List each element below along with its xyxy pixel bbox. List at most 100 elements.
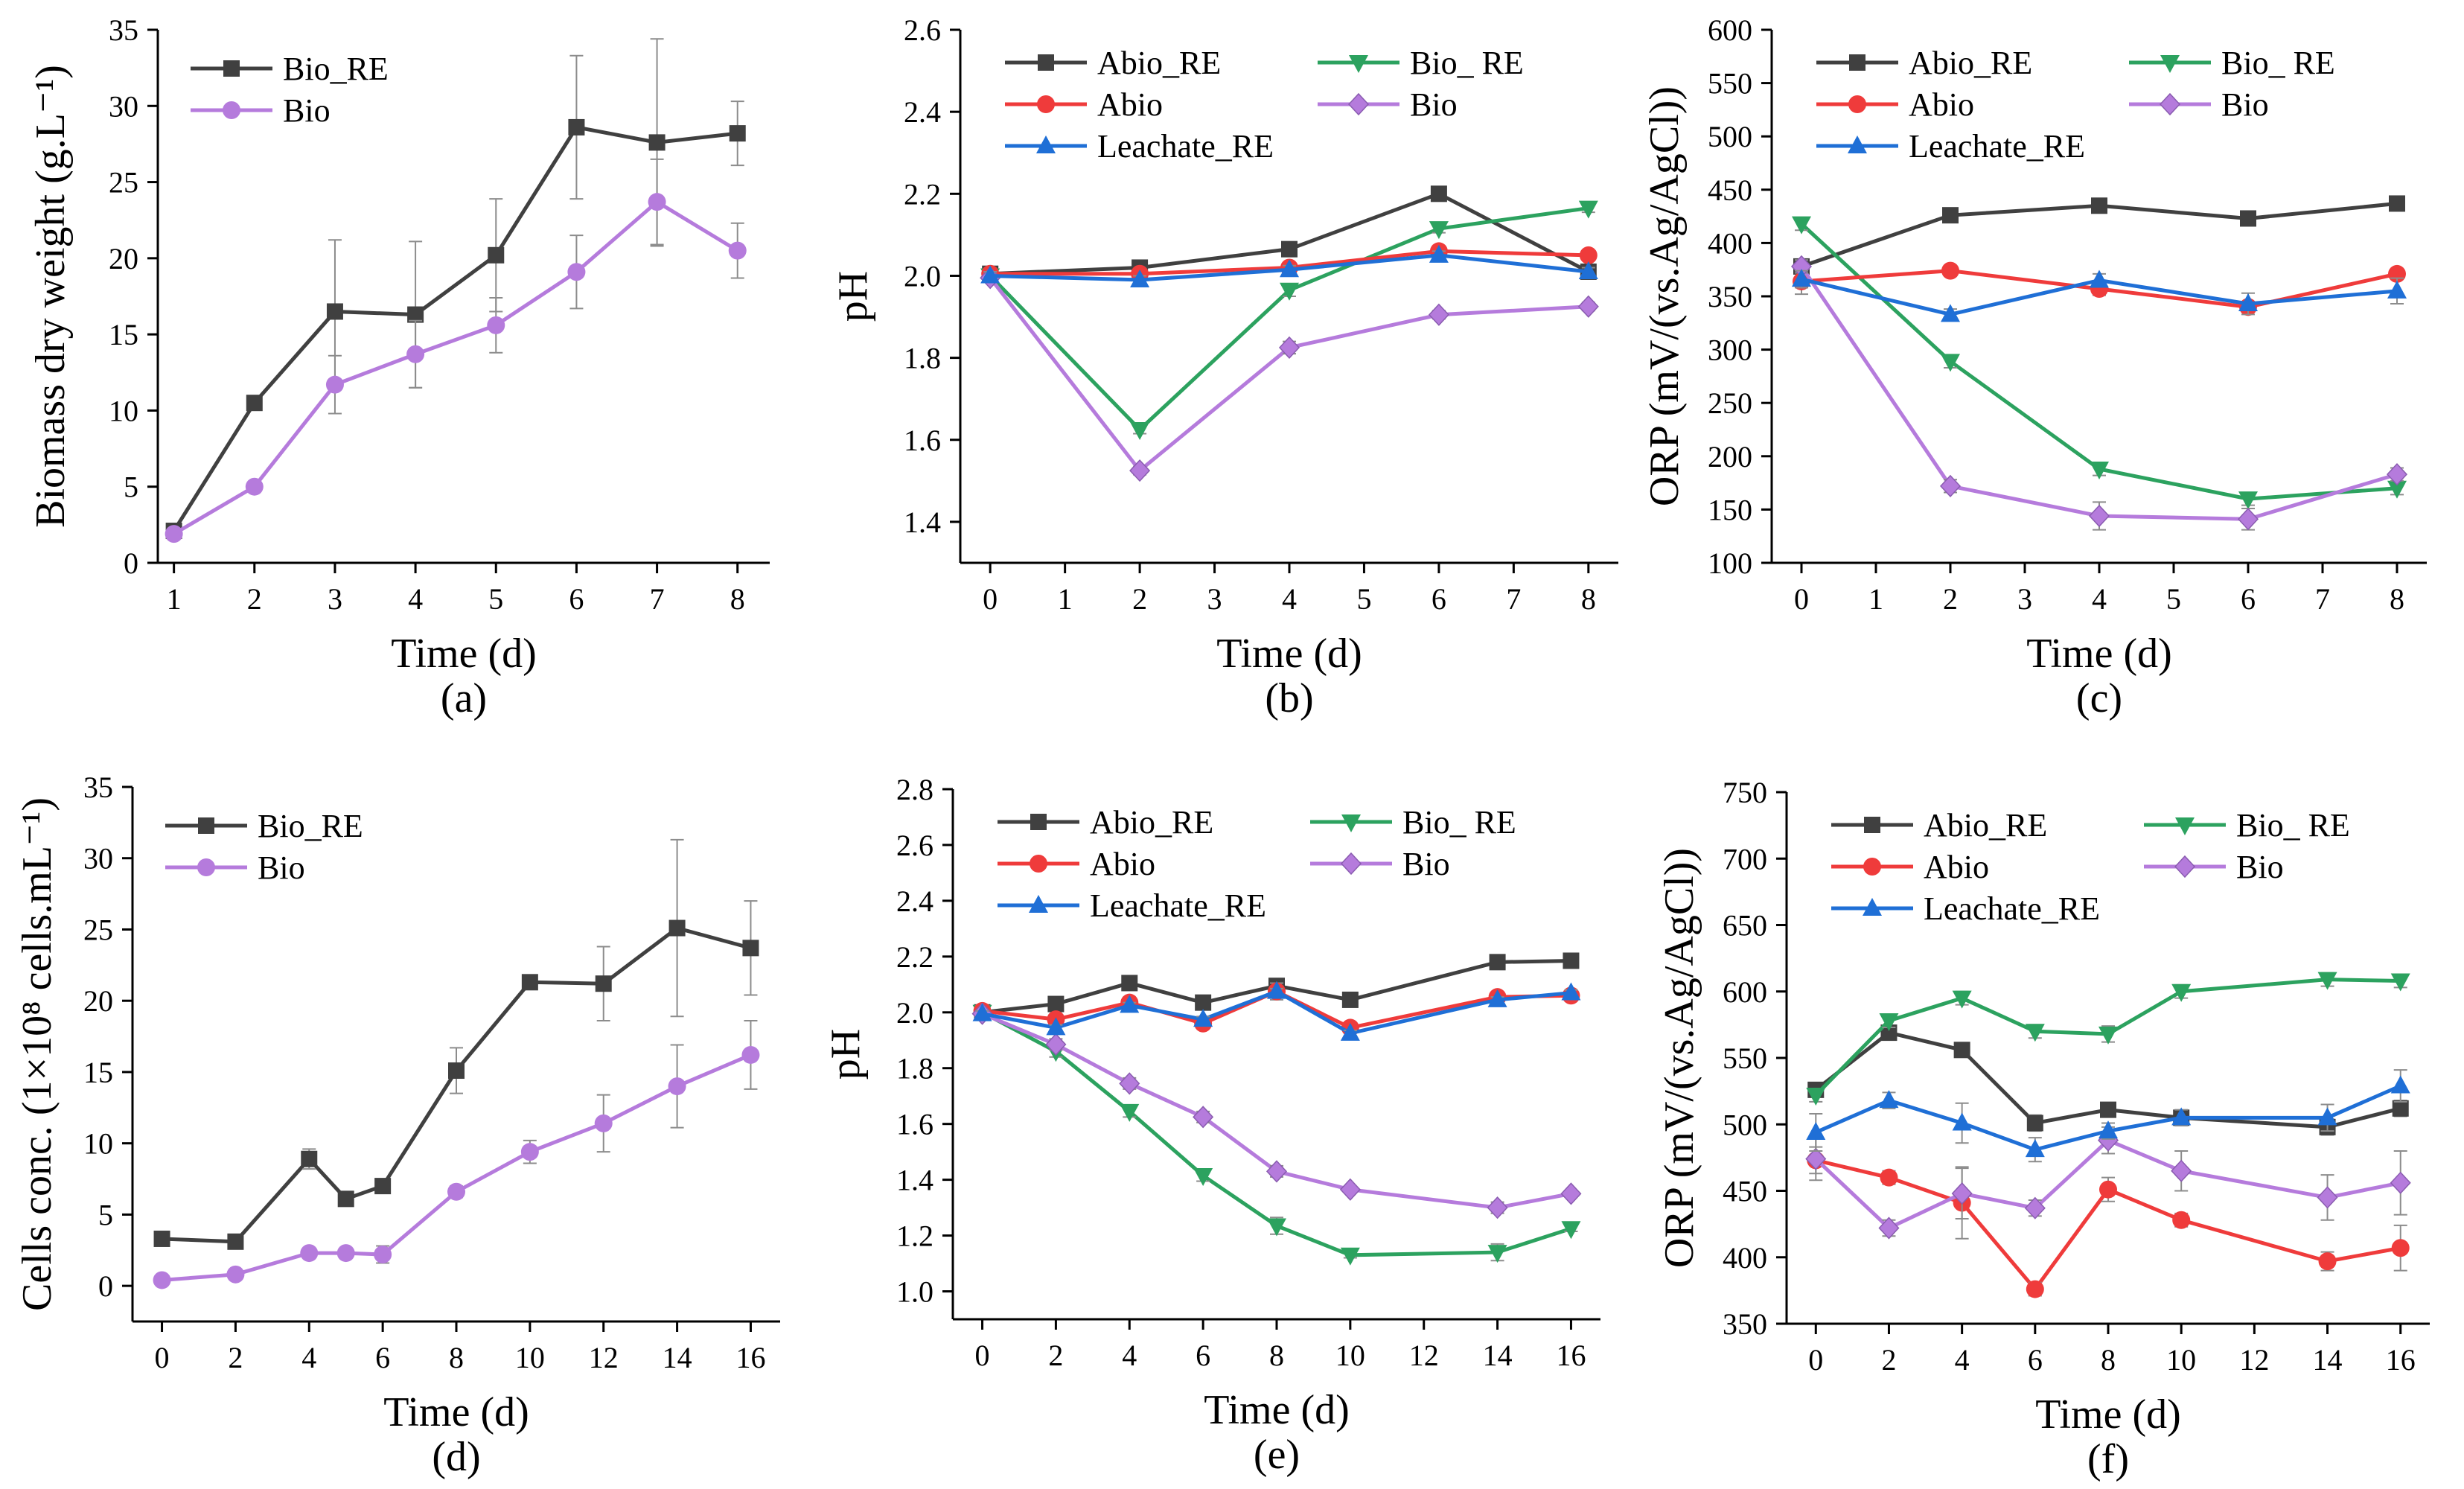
data-point-bio-re xyxy=(488,246,505,264)
x-tick-label: 3 xyxy=(1207,582,1222,616)
y-axis-title: Cells conc. (1×10⁸ cells.mL⁻¹) xyxy=(14,797,60,1311)
legend-entry: Bio_ RE xyxy=(2221,45,2335,81)
data-point-abio-re xyxy=(2240,210,2256,227)
y-tick-label: 35 xyxy=(109,13,138,47)
series-bio xyxy=(153,1020,760,1289)
x-tick-label: 0 xyxy=(1808,1343,1823,1377)
y-tick-label: 150 xyxy=(1708,493,1752,526)
data-point-bio-re xyxy=(2317,972,2337,990)
panel-label: (d) xyxy=(432,1434,480,1480)
data-point-abio-re xyxy=(1121,975,1138,992)
x-tick-label: 4 xyxy=(1955,1343,1970,1377)
legend-marker xyxy=(2160,55,2180,73)
data-point-bio xyxy=(2237,508,2259,531)
data-point-leachate-re xyxy=(2317,1107,2337,1126)
legend-marker xyxy=(1864,817,1880,833)
x-axis-title: Time (d) xyxy=(1216,631,1362,677)
series-line-bio xyxy=(162,1053,752,1282)
y-tick-label: 1.4 xyxy=(904,506,941,539)
x-tick-label: 14 xyxy=(2313,1343,2343,1377)
series-bio-re xyxy=(1792,216,2407,510)
y-tick-label: 20 xyxy=(109,242,138,275)
data-point-abio xyxy=(1579,246,1598,264)
series-bio xyxy=(971,1002,1582,1219)
x-tick-label: 14 xyxy=(663,1341,692,1374)
y-tick-label: 2.2 xyxy=(904,177,941,211)
data-point-bio xyxy=(2317,1186,2338,1209)
panel-b: 0 1 2 3 4 5 6 7 8 1.4 1.6 1.8 2.0 2.2 2.4 2.6 Time (d)(b… xyxy=(830,13,1618,721)
y-tick-label: 2.2 xyxy=(896,940,933,974)
series-line-leachate-re xyxy=(1815,1084,2401,1152)
legend-entry: Abio xyxy=(1090,846,1155,882)
legend-marker xyxy=(1848,95,1866,113)
x-tick-label: 0 xyxy=(975,1339,990,1372)
legend-marker xyxy=(2174,855,2196,879)
data-point-abio-re xyxy=(1341,991,1359,1008)
data-point-leachate-re xyxy=(2171,1107,2192,1126)
data-point-abio-re xyxy=(2026,1115,2043,1132)
data-point-bio-re xyxy=(1193,1168,1213,1187)
x-tick-label: 0 xyxy=(1794,582,1809,616)
data-point-bio xyxy=(1265,1160,1288,1183)
y-tick-label: 550 xyxy=(1708,67,1752,101)
series-line-bio-re xyxy=(162,925,752,1244)
y-tick-label: 20 xyxy=(83,984,113,1018)
x-axis-title: Time (d) xyxy=(383,1389,529,1435)
series-line-bio-re xyxy=(1800,222,2398,501)
panel-d: 0 2 4 6 8 10 12 14 16 0 5 10 15 20 25 30 35 Time (d)(d) Ce… xyxy=(14,771,780,1480)
panel-label: (a) xyxy=(441,675,487,721)
data-point-bio xyxy=(1339,1178,1361,1201)
data-point-bio-re xyxy=(1792,216,1811,235)
x-tick-label: 2 xyxy=(1132,582,1147,616)
data-point-leachate-re xyxy=(1792,269,1811,287)
data-point-bio-re xyxy=(407,306,424,323)
x-tick-label: 10 xyxy=(2166,1343,2196,1377)
series-line-abio xyxy=(982,989,1571,1030)
x-tick-label: 7 xyxy=(1506,582,1521,616)
data-point-leachate-re xyxy=(2098,1120,2118,1139)
x-axis-title: Time (d) xyxy=(391,631,537,677)
legend-entry: Abio_RE xyxy=(1909,45,2032,81)
data-point-bio-re xyxy=(1267,1218,1286,1237)
y-tick-label: 10 xyxy=(83,1127,113,1161)
data-point-bio xyxy=(153,1271,171,1289)
legend-entry: Bio xyxy=(2221,86,2269,123)
y-axis-title: ORP (mV/(vs.Ag/AgCl)) xyxy=(1641,86,1688,506)
y-tick-label: 450 xyxy=(1723,1175,1767,1208)
y-tick-label: 1.0 xyxy=(896,1275,933,1309)
data-point-bio xyxy=(406,345,425,363)
data-point-leachate-re xyxy=(1340,1022,1360,1041)
panel-f: 0 2 4 6 8 10 12 14 16 350 400 450 500 550 600 650 700 750… xyxy=(1656,776,2430,1482)
data-point-abio-re xyxy=(1942,207,1959,224)
y-tick-label: 30 xyxy=(109,89,138,123)
data-point-bio-re xyxy=(521,974,538,991)
data-point-bio xyxy=(336,1244,355,1263)
y-tick-label: 2.6 xyxy=(904,13,941,47)
legend-entry: Abio_RE xyxy=(1097,45,1221,81)
y-tick-label: 1.6 xyxy=(896,1108,933,1141)
series-bio xyxy=(1805,1126,2411,1240)
data-point-leachate-re xyxy=(1952,1112,1972,1131)
data-point-abio xyxy=(1941,261,1959,280)
x-tick-label: 8 xyxy=(730,582,745,616)
series-line-bio xyxy=(1814,1138,2401,1231)
y-tick-label: 550 xyxy=(1723,1042,1767,1075)
data-point-bio-re xyxy=(1487,1245,1507,1263)
data-point-leachate-re xyxy=(1120,995,1140,1013)
x-tick-label: 4 xyxy=(301,1341,316,1374)
x-tick-label: 6 xyxy=(1196,1339,1210,1372)
y-tick-label: 1.4 xyxy=(896,1164,933,1197)
series-line-abio xyxy=(1815,1158,2401,1292)
data-point-bio xyxy=(1487,1196,1508,1219)
x-tick-label: 1 xyxy=(167,582,182,616)
y-tick-label: 10 xyxy=(109,394,138,427)
data-point-bio-re xyxy=(2098,1026,2118,1045)
data-point-bio-re xyxy=(568,118,585,135)
y-tick-label: 400 xyxy=(1723,1241,1767,1275)
x-tick-label: 2 xyxy=(228,1341,243,1374)
y-tick-label: 1.8 xyxy=(896,1052,933,1085)
legend-entry: Bio_ RE xyxy=(2236,807,2350,844)
y-tick-label: 350 xyxy=(1708,280,1752,313)
data-point-bio-re xyxy=(595,975,612,992)
data-point-bio-re xyxy=(337,1190,354,1208)
